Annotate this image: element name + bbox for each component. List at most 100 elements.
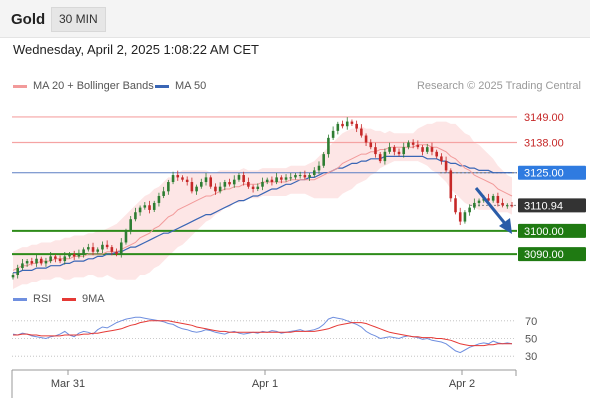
candle-body	[416, 144, 420, 148]
projection-arrow-shaft	[474, 187, 509, 227]
candle-body	[317, 165, 321, 171]
candle-body	[265, 179, 269, 183]
rsi-tick-label: 70	[525, 316, 537, 328]
candle-body	[322, 154, 325, 166]
candle-body	[298, 175, 302, 177]
candle-body	[157, 195, 161, 203]
candle-body	[458, 212, 462, 222]
candle-body	[148, 205, 151, 210]
legend-ma50-label: MA 50	[175, 80, 207, 92]
candle-body	[393, 147, 396, 152]
candle-body	[421, 147, 424, 152]
candle-body	[11, 275, 15, 278]
candle-body	[21, 263, 24, 269]
candle-body	[25, 261, 29, 264]
candle-body	[327, 137, 330, 155]
candle-body	[397, 151, 401, 155]
candle-body	[284, 177, 288, 180]
candle-body	[30, 261, 34, 264]
candle-body	[16, 268, 20, 276]
candle-body	[430, 147, 434, 152]
legend-rsi-ma: 9MA	[62, 293, 105, 305]
level-label-support: 3100.00	[524, 226, 564, 238]
legend-ma20: MA 20 + Bollinger Bands	[13, 80, 154, 92]
x-tick-label: Mar 31	[51, 378, 85, 390]
candle-body	[242, 175, 245, 183]
level-tag-support	[518, 247, 586, 262]
candle-body	[247, 182, 250, 187]
candle-body	[388, 147, 391, 152]
level-label-pivot: 3125.00	[524, 168, 564, 180]
legend-ma20-label: MA 20 + Bollinger Bands	[33, 80, 154, 92]
candle-body	[251, 186, 255, 189]
candle-body	[209, 177, 213, 187]
candle-body	[39, 258, 43, 264]
candle-body	[223, 182, 227, 187]
candle-body	[77, 254, 81, 257]
candle-body	[477, 200, 481, 203]
candle-body	[119, 242, 123, 255]
candle-body	[435, 151, 438, 157]
candle-body	[232, 179, 236, 185]
candle-body	[505, 205, 509, 207]
candle-body	[463, 212, 467, 222]
timeframe-badge[interactable]: 30 MIN	[51, 7, 106, 32]
candle-body	[303, 175, 307, 178]
candle-body	[407, 142, 410, 148]
candle-body	[454, 198, 457, 213]
candle-body	[374, 147, 377, 155]
candle-body	[162, 191, 165, 196]
candle-body	[510, 205, 514, 207]
candle-body	[44, 261, 48, 264]
candle-body	[152, 202, 156, 210]
legend-ma50: MA 50	[155, 80, 206, 92]
candle-body	[134, 212, 137, 220]
candle-body	[256, 186, 260, 189]
candle-body	[91, 247, 95, 252]
candle-body	[364, 135, 368, 143]
legend-ma50-swatch	[155, 84, 169, 88]
candle-body	[411, 142, 415, 145]
candle-body	[312, 170, 316, 176]
candle-body	[124, 230, 128, 243]
datetime-label: Wednesday, April 2, 2025 1:08:22 AM CET	[13, 42, 259, 57]
candle-body	[308, 175, 311, 178]
candle-body	[54, 256, 57, 259]
candle-body	[101, 244, 104, 250]
candle-body	[378, 154, 382, 162]
x-tick-label: Apr 1	[252, 378, 278, 390]
rsi-tick-label: 30	[525, 351, 537, 363]
candle-body	[425, 147, 429, 152]
candle-body	[82, 249, 85, 255]
candle-body	[402, 147, 406, 155]
candle-body	[195, 186, 198, 192]
rsi-ma-line	[13, 320, 512, 347]
candle-body	[473, 202, 476, 208]
candle-body	[171, 175, 175, 183]
candle-body	[218, 186, 222, 192]
rsi-line	[12, 316, 513, 354]
candle-body	[167, 182, 170, 192]
candle-body	[275, 177, 278, 183]
candle-body	[35, 258, 38, 264]
level-label-resistance: 3138.00	[524, 138, 564, 150]
candle-body	[331, 130, 335, 138]
candle-body	[280, 177, 283, 180]
legend-rsi-ma-label: 9MA	[82, 293, 105, 305]
candle-body	[115, 251, 118, 255]
candle-body	[440, 156, 443, 162]
candle-body	[261, 182, 264, 187]
candle-body	[444, 161, 448, 171]
candle-body	[341, 123, 344, 127]
candle-body	[237, 175, 241, 180]
candle-body	[58, 258, 62, 262]
candle-body	[204, 177, 208, 183]
candle-body	[270, 179, 274, 183]
legend-rsi-ma-swatch	[62, 297, 76, 301]
candle-body	[468, 207, 471, 213]
candle-body	[105, 244, 109, 248]
candle-body	[345, 121, 349, 127]
candle-body	[87, 247, 90, 250]
credit-text: Research © 2025 Trading Central	[416, 80, 581, 92]
